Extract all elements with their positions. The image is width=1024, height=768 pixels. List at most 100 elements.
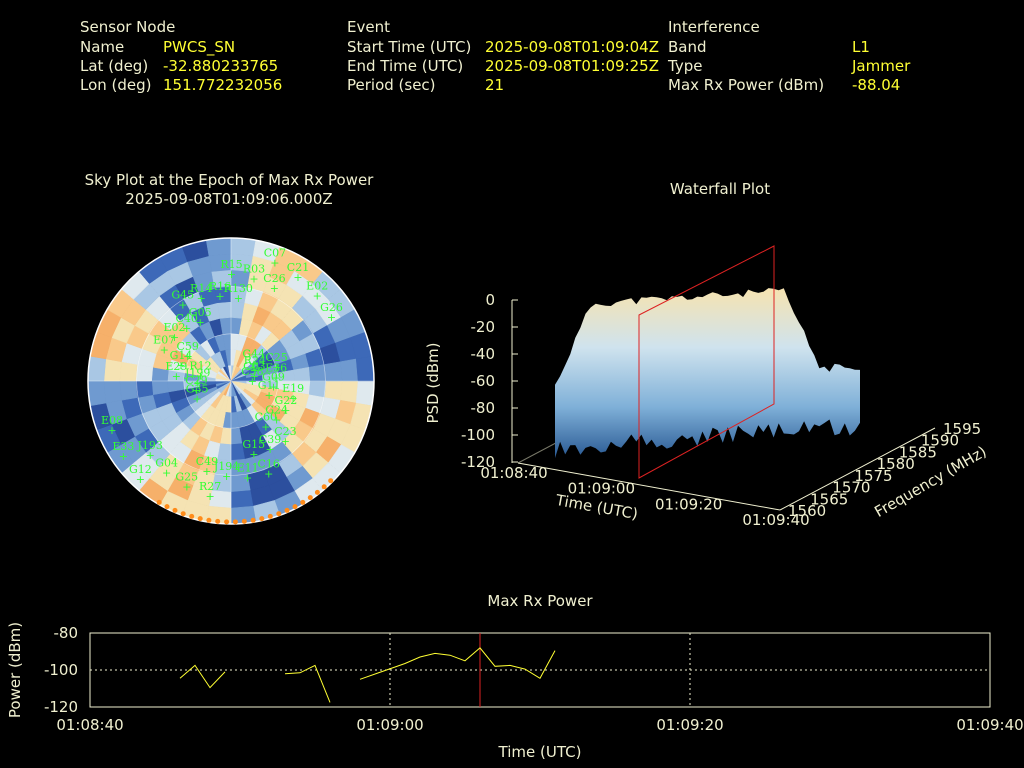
satellite-label: G26 bbox=[320, 301, 343, 314]
satellite-marker: + bbox=[249, 273, 258, 286]
satellite-label: G24 bbox=[265, 403, 288, 416]
sky-interference-dot bbox=[321, 484, 327, 490]
satellite-marker: + bbox=[281, 404, 290, 417]
sky-interference-dot bbox=[328, 478, 334, 484]
sensor-lat-value: -32.880233765 bbox=[163, 57, 279, 75]
sky-plot-title-line2: 2025-09-08T01:09:06.000Z bbox=[125, 190, 333, 208]
satellite-label: G14 bbox=[170, 349, 193, 362]
chart-y-tick-label: -80 bbox=[54, 624, 79, 642]
chart-title: Max Rx Power bbox=[487, 592, 593, 610]
satellite-label: C16 bbox=[257, 458, 279, 471]
satellite-label: E02 bbox=[306, 279, 328, 292]
satellite-marker: + bbox=[243, 471, 252, 484]
chart-y-tick-label: -100 bbox=[44, 661, 78, 679]
waterfall-z-tick-label: -20 bbox=[471, 318, 496, 336]
satellite-marker: + bbox=[327, 311, 336, 324]
waterfall-time-tick-label: 01:08:40 bbox=[480, 464, 547, 482]
waterfall-freq-tick-label: 1590 bbox=[921, 432, 959, 450]
waterfall-freq-tick-label: 1580 bbox=[877, 455, 915, 473]
satellite-label: G05 bbox=[189, 306, 212, 319]
satellite-label: R27 bbox=[199, 480, 221, 493]
satellite-label: R15 bbox=[220, 258, 242, 271]
satellite-label: G44 bbox=[242, 348, 265, 361]
chart-x-axis-label: Time (UTC) bbox=[498, 743, 582, 761]
sky-interference-dot bbox=[197, 516, 203, 522]
satellite-label: C29 bbox=[185, 374, 207, 387]
satellite-marker: + bbox=[288, 392, 297, 405]
waterfall-freq-axis bbox=[779, 427, 936, 511]
satellite-marker: + bbox=[264, 389, 273, 402]
event-end-value: 2025-09-08T01:09:25Z bbox=[485, 57, 659, 75]
satellite-marker: + bbox=[269, 381, 278, 394]
satellite-marker: + bbox=[264, 468, 273, 481]
power-series-line bbox=[179, 664, 226, 689]
satellite-label: C26 bbox=[263, 272, 285, 285]
satellite-label: C59 bbox=[176, 340, 198, 353]
satellite-label: E02 bbox=[163, 321, 185, 334]
waterfall-surface bbox=[555, 288, 860, 459]
satellite-marker: + bbox=[227, 268, 236, 281]
interference-band-value: L1 bbox=[852, 38, 870, 56]
sky-interference-dot bbox=[189, 513, 195, 519]
interference-title: Interference bbox=[668, 18, 760, 36]
satellite-marker: + bbox=[160, 343, 169, 356]
waterfall-freq-tick-label: 1575 bbox=[854, 467, 892, 485]
sky-interference-dot bbox=[156, 499, 162, 505]
waterfall-freq-tick-label: 1565 bbox=[810, 490, 848, 508]
event-start-label: Start Time (UTC) bbox=[347, 38, 472, 56]
satellite-marker: + bbox=[136, 473, 145, 486]
waterfall-z-tick-label: 0 bbox=[485, 291, 495, 309]
satellite-label: R24 bbox=[244, 354, 266, 367]
satellite-marker: + bbox=[192, 392, 201, 405]
satellite-label: E11 bbox=[237, 461, 259, 474]
sensor-name-label: Name bbox=[80, 38, 125, 56]
satellite-label: J193 bbox=[136, 439, 162, 452]
satellite-marker: + bbox=[182, 322, 191, 335]
sky-interference-dot bbox=[292, 504, 298, 510]
satellite-marker: + bbox=[293, 271, 302, 284]
sky-interference-dot bbox=[206, 517, 212, 523]
satellite-label: R03 bbox=[243, 263, 265, 276]
sky-interference-dot bbox=[307, 495, 313, 501]
satellite-label: C23 bbox=[274, 425, 296, 438]
satellite-label: G25 bbox=[175, 471, 198, 484]
event-period-label: Period (sec) bbox=[347, 76, 436, 94]
satellite-marker: + bbox=[196, 370, 205, 383]
satellite-label: C60 bbox=[255, 410, 277, 423]
sky-interference-dot bbox=[215, 518, 221, 524]
event-title: Event bbox=[347, 18, 390, 36]
satellite-label: E08 bbox=[101, 414, 123, 427]
interference-power-value: -88.04 bbox=[852, 76, 901, 94]
waterfall-time-tick-label: 01:09:40 bbox=[742, 511, 809, 529]
sky-interference-dot bbox=[314, 489, 320, 495]
sky-interference-dot bbox=[284, 507, 290, 513]
satellite-marker: + bbox=[146, 449, 155, 462]
waterfall-freq-tick-label: 1595 bbox=[943, 420, 981, 438]
satellite-label: R16 bbox=[209, 280, 231, 293]
sensor-lat-label: Lat (deg) bbox=[80, 57, 149, 75]
satellite-marker: + bbox=[197, 292, 206, 305]
satellite-label: J199 bbox=[184, 366, 210, 379]
sky-interference-dot bbox=[172, 507, 178, 513]
satellite-marker: + bbox=[107, 424, 116, 437]
sky-heatmap bbox=[87, 237, 375, 525]
satellite-label: E36 bbox=[265, 361, 287, 374]
sky-interference-dot bbox=[180, 511, 186, 517]
satellite-label: C21 bbox=[287, 261, 309, 274]
power-series-line bbox=[284, 664, 331, 703]
satellite-marker: + bbox=[119, 450, 128, 463]
satellite-label: G15 bbox=[242, 438, 265, 451]
sky-plot-title-line1: Sky Plot at the Epoch of Max Rx Power bbox=[84, 171, 374, 189]
satellite-label: G22 bbox=[275, 394, 298, 407]
sensor-name-value: PWCS_SN bbox=[163, 38, 236, 56]
satellite-label: E29 bbox=[165, 360, 187, 373]
sensor-lon-value: 151.772232056 bbox=[163, 76, 283, 94]
satellite-label: C07 bbox=[264, 247, 286, 260]
waterfall-z-tick-label: -120 bbox=[461, 453, 495, 471]
sensor-lon-label: Lon (deg) bbox=[80, 76, 152, 94]
satellite-label: C03 bbox=[243, 360, 265, 373]
satellite-marker: + bbox=[265, 443, 274, 456]
satellite-label: R12 bbox=[189, 360, 211, 373]
